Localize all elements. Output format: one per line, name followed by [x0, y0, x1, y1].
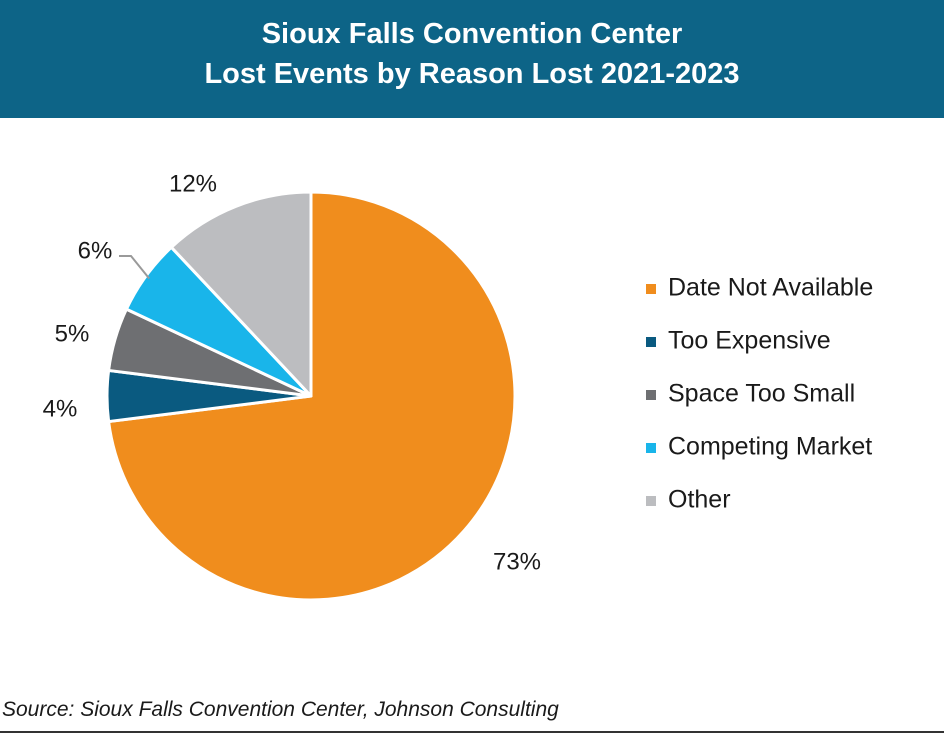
pie-slice-other [169, 190, 313, 398]
chart-title-line-1: Sioux Falls Convention Center [261, 18, 683, 50]
legend-label-other: Other [668, 486, 731, 514]
legend-label-competing-market: Competing Market [668, 433, 872, 461]
legend-swatch-too-expensive [646, 337, 656, 347]
chart-legend: Date Not Available Too Expensive Space Too… [646, 274, 873, 514]
legend-label-date-not-available: Date Not Available [668, 274, 873, 302]
legend-swatch-other [646, 496, 656, 506]
data-label-other: 12% [169, 170, 217, 197]
legend-swatch-date-not-available [646, 284, 656, 294]
pie-chart: 73% 4% 5% 6% 12% Date Not Available Too Expen… [43, 170, 873, 602]
chart-title-line-2: Lost Events by Reason Lost 2021-2023 [204, 58, 740, 90]
leader-line-competing-market [119, 255, 150, 280]
legend-label-too-expensive: Too Expensive [668, 327, 831, 355]
legend-swatch-space-too-small [646, 390, 656, 400]
legend-swatch-competing-market [646, 443, 656, 453]
data-label-too-expensive: 4% [43, 395, 78, 422]
legend-label-space-too-small: Space Too Small [668, 380, 855, 408]
data-label-date-not-available: 73% [493, 548, 541, 575]
chart-title-banner: Sioux Falls Convention Center Lost Event… [0, 0, 944, 118]
source-note: Source: Sioux Falls Convention Center, J… [2, 698, 559, 721]
data-label-competing-market: 6% [78, 237, 113, 264]
bottom-divider [0, 731, 944, 733]
data-label-space-too-small: 5% [55, 320, 90, 347]
